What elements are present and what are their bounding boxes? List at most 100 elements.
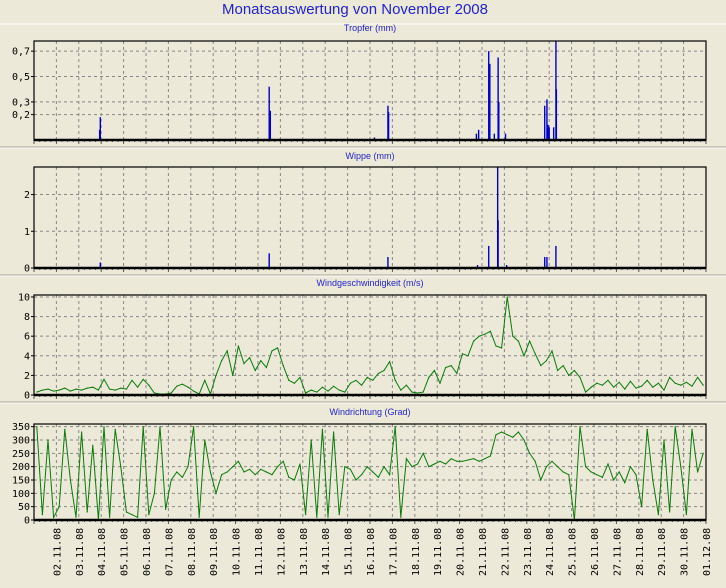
data-point xyxy=(53,516,55,518)
data-point xyxy=(193,390,195,392)
data-point xyxy=(506,296,508,298)
x-tick-label: 08.11.08 xyxy=(187,528,198,576)
data-point xyxy=(355,379,357,381)
data-point xyxy=(137,516,139,518)
data-point xyxy=(232,466,234,468)
x-tick-label: 15.11.08 xyxy=(344,528,355,576)
data-point xyxy=(131,379,133,381)
data-point xyxy=(344,391,346,393)
data-point xyxy=(590,386,592,388)
data-point xyxy=(618,471,620,473)
x-tick-label: 05.11.08 xyxy=(120,528,131,576)
x-tick-label: 25.11.08 xyxy=(568,528,579,576)
data-point xyxy=(277,347,279,349)
data-point xyxy=(562,471,564,473)
y-tick-label: 4 xyxy=(24,351,30,362)
data-point xyxy=(249,357,251,359)
data-point xyxy=(473,340,475,342)
data-point xyxy=(187,466,189,468)
data-point xyxy=(142,426,144,428)
data-point xyxy=(512,335,514,337)
data-point xyxy=(613,386,615,388)
data-point xyxy=(204,379,206,381)
data-point xyxy=(170,479,172,481)
data-point xyxy=(86,511,88,513)
data-point xyxy=(198,516,200,518)
data-point xyxy=(473,458,475,460)
data-point xyxy=(181,383,183,385)
x-tick-label: 29.11.08 xyxy=(657,528,668,576)
data-point xyxy=(529,340,531,342)
y-tick-label: 2 xyxy=(24,371,30,382)
data-point xyxy=(551,460,553,462)
data-point xyxy=(58,389,60,391)
data-point xyxy=(624,388,626,390)
data-point xyxy=(428,466,430,468)
y-tick-label: 250 xyxy=(12,449,30,460)
data-point xyxy=(260,468,262,470)
data-point xyxy=(445,366,447,369)
data-point xyxy=(131,514,133,516)
data-point xyxy=(159,426,161,428)
data-point xyxy=(305,392,307,394)
data-point xyxy=(327,516,329,518)
data-point xyxy=(288,476,290,478)
data-point xyxy=(176,385,178,387)
panel-1: Tropfer (mm) 0,2 0,3 0,5 0,7 xyxy=(0,23,726,149)
data-point xyxy=(282,364,284,367)
data-point xyxy=(193,426,195,428)
data-point xyxy=(221,474,223,476)
y-tick-label: 2 xyxy=(24,190,30,201)
data-point xyxy=(153,392,155,394)
data-point xyxy=(321,428,323,430)
data-point xyxy=(137,386,139,388)
x-tick-label: 26.11.08 xyxy=(590,528,601,576)
panel-4: Windrichtung (Grad) 0 50 100 150 200 250 300 350… xyxy=(12,407,713,576)
data-point xyxy=(495,434,497,436)
data-point xyxy=(361,474,363,476)
data-point xyxy=(69,390,71,392)
data-point xyxy=(685,381,688,383)
data-point xyxy=(92,444,94,446)
panel-title: Wippe (mm) xyxy=(346,151,395,161)
data-point xyxy=(439,382,441,384)
data-point xyxy=(523,439,525,441)
data-point xyxy=(64,387,66,389)
data-point xyxy=(450,364,452,367)
data-point xyxy=(629,466,632,468)
data-point xyxy=(613,479,615,481)
data-point xyxy=(81,389,83,391)
y-tick-label: 100 xyxy=(12,489,30,500)
data-point xyxy=(81,431,83,433)
data-point xyxy=(64,428,66,430)
data-point xyxy=(86,387,88,389)
data-point xyxy=(215,374,217,376)
data-point xyxy=(585,466,587,468)
data-point xyxy=(293,382,295,384)
data-point xyxy=(148,384,150,386)
data-point xyxy=(310,439,312,441)
data-point xyxy=(652,386,654,388)
data-point xyxy=(316,391,318,393)
x-tick-label: 09.11.08 xyxy=(209,528,220,576)
data-point xyxy=(349,468,351,470)
data-point xyxy=(36,426,38,428)
panel-title: Windrichtung (Grad) xyxy=(329,407,410,417)
data-point xyxy=(669,511,671,513)
x-tick-label: 03.11.08 xyxy=(75,528,86,576)
data-point xyxy=(680,466,682,468)
data-point xyxy=(534,353,536,355)
data-point xyxy=(103,426,105,428)
data-point xyxy=(663,389,665,391)
data-point xyxy=(366,376,368,378)
data-point xyxy=(562,364,564,367)
x-tick-label: 01.12.08 xyxy=(702,528,713,576)
data-point xyxy=(489,330,491,332)
panel-title: Windgeschwindigkeit (m/s) xyxy=(316,278,423,288)
data-point xyxy=(237,345,239,347)
data-point xyxy=(461,353,463,355)
data-point xyxy=(120,466,122,468)
data-point xyxy=(75,516,77,518)
data-point xyxy=(523,355,525,357)
data-point xyxy=(646,379,648,381)
